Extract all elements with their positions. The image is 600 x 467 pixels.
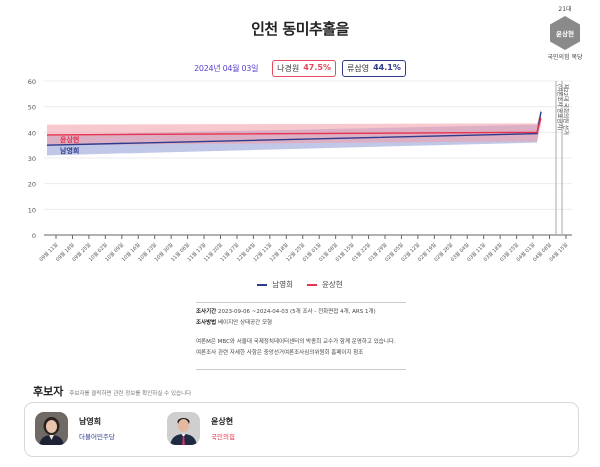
candidate-photo xyxy=(167,412,200,445)
candidates-panel: 남영희 더불어민주당 윤상현 국민의힘 xyxy=(24,402,579,457)
y-tick-label: 40 xyxy=(28,129,36,137)
y-tick-label: 50 xyxy=(28,104,36,112)
summary-pill-2: 류삼영 44.1% xyxy=(342,60,406,77)
candidate-card-1[interactable]: 남영희 더불어민주당 xyxy=(35,412,115,445)
period-label: 조사기간 xyxy=(196,309,217,315)
summary-row: 2024년 04월 03일 나경원 47.5% 류삼영 44.1% xyxy=(0,60,600,77)
legend-swatch xyxy=(257,283,268,286)
y-tick-label: 60 xyxy=(28,78,36,86)
y-tick-label: 20 xyxy=(28,181,36,189)
candidates-header: 후보자 후보자를 클릭하면 관련 정보를 확인하실 수 있습니다 xyxy=(33,383,191,399)
divider xyxy=(196,369,406,370)
x-tick-label: 04월 15일 xyxy=(548,241,570,263)
candidate-name: 윤상현 xyxy=(211,417,234,426)
pill-name: 나경원 xyxy=(277,64,300,73)
page-title: 인천 동미추홀을 xyxy=(251,20,349,38)
pill-name: 류삼영 xyxy=(347,64,370,73)
series-line xyxy=(46,111,542,146)
pill-percent: 44.1% xyxy=(373,63,401,72)
hexagon-icon: 윤상현 xyxy=(550,16,580,50)
pill-percent: 47.5% xyxy=(303,63,331,72)
chart-legend: 남영희 윤상현 xyxy=(0,279,600,290)
candidate-name: 남영희 xyxy=(79,417,102,426)
candidates-subtitle: 후보자를 클릭하면 관련 정보를 확인하실 수 있습니다 xyxy=(69,391,192,397)
blackout-label: (여론조사 공표금지) xyxy=(556,84,564,131)
survey-info: 조사기간 2023-09-06 ~2024-04-03 (5개 조사 - 전화면… xyxy=(196,302,406,359)
legend-swatch xyxy=(307,283,317,286)
survey-date: 2024년 04월 03일 xyxy=(194,64,259,73)
period-value: 2023-09-06 ~2024-04-03 (5개 조사 - 전화면접 4개,… xyxy=(218,309,376,315)
candidate-photo xyxy=(35,412,68,445)
badge-party: 국민의힘 복당 xyxy=(547,54,583,61)
y-tick-label: 0 xyxy=(32,232,36,240)
summary-pill-1: 나경원 47.5% xyxy=(272,60,336,77)
legend-item-1[interactable]: 남영희 xyxy=(257,279,293,290)
badge-name: 윤상현 xyxy=(556,30,574,38)
method-label: 조사방법 xyxy=(196,320,217,326)
candidates-title: 후보자 xyxy=(33,385,64,398)
legend-label: 남영희 xyxy=(272,280,293,289)
incumbent-badge: 21대 윤상현 국민의힘 복당 xyxy=(540,4,590,61)
info-note: 여론조사 관련 자세한 사항은 중앙선거여론조사심의위원회 홈페이지 참조 xyxy=(196,350,364,356)
legend-item-2[interactable]: 윤상현 xyxy=(307,279,343,290)
election-label: 제22대 국회의원 선거 xyxy=(562,84,570,135)
info-note: 여론M은 MBC와 서울대 국제정치데이터센터의 박종희 교수가 함께 운영하고… xyxy=(196,339,396,345)
series-line xyxy=(46,118,542,136)
y-tick-label: 10 xyxy=(28,206,36,214)
confidence-band xyxy=(47,111,541,146)
y-tick-label: 30 xyxy=(28,155,36,163)
series-label: 남영희 xyxy=(60,146,79,155)
badge-term: 21대 xyxy=(558,6,572,13)
candidate-party: 국민의힘 xyxy=(211,433,235,441)
candidate-party: 더불어민주당 xyxy=(79,433,115,441)
candidate-card-2[interactable]: 윤상현 국민의힘 xyxy=(167,412,235,445)
method-value: 베이지안 상태공간 모형 xyxy=(218,320,273,326)
series-label: 윤상현 xyxy=(60,135,79,144)
legend-label: 윤상현 xyxy=(322,280,343,289)
